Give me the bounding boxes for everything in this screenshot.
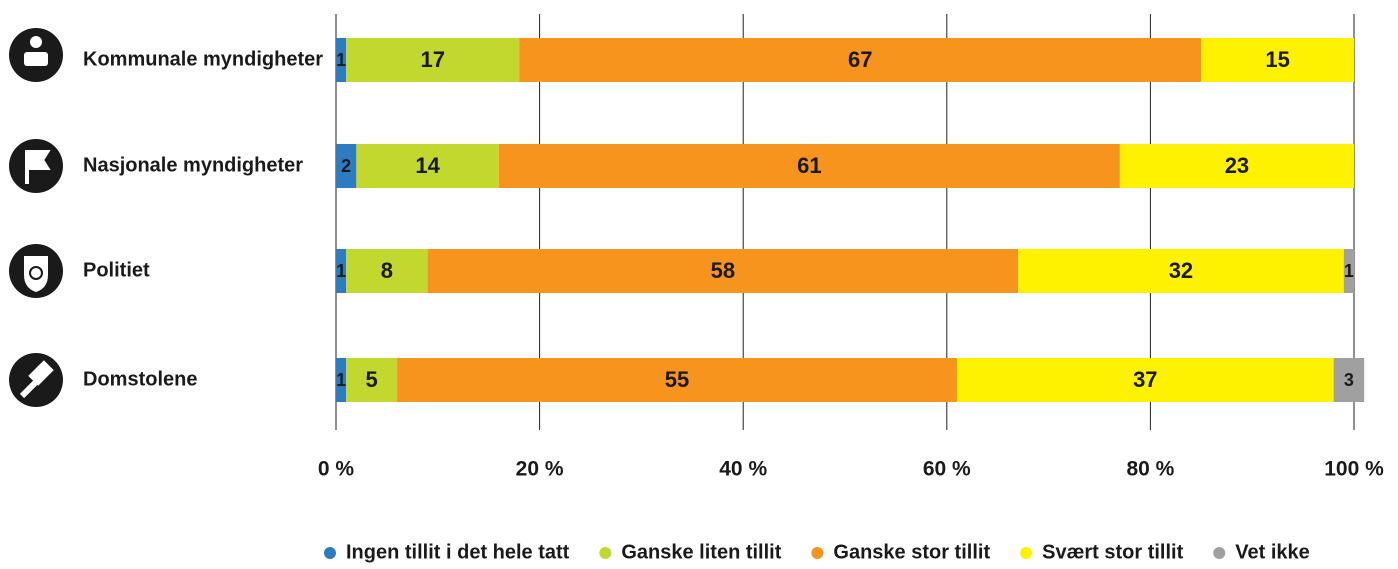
legend-marker (1020, 547, 1033, 559)
legend-marker (324, 547, 336, 559)
legend-label: Ganske stor tillit (833, 541, 990, 563)
bar-segment (427, 249, 1019, 293)
bar-segment (956, 358, 1334, 402)
category-label: Kommunale myndigheter (83, 48, 323, 70)
x-tick-label: 20 % (516, 458, 564, 481)
category-label: Domstolene (83, 368, 197, 390)
value-label: 1 (1344, 261, 1354, 281)
bar-segment (1343, 249, 1354, 293)
bar-segment (336, 249, 347, 293)
bar-segment (336, 38, 347, 82)
value-label: 14 (415, 153, 440, 178)
bar-segment (346, 358, 398, 402)
icon (28, 360, 54, 386)
value-label: 3 (1344, 370, 1354, 390)
category-label: Nasjonale myndigheter (83, 154, 303, 176)
bar-segment (1201, 38, 1354, 82)
value-label: 37 (1133, 367, 1157, 392)
legend-label: Vet ikke (1235, 541, 1310, 563)
x-tick-label: 100 % (1324, 458, 1384, 481)
icon (30, 36, 42, 48)
bar-segment (519, 38, 1202, 82)
value-label: 1 (336, 370, 346, 390)
x-tick-label: 60 % (923, 458, 971, 481)
value-label: 58 (711, 258, 735, 283)
value-label: 1 (336, 261, 346, 281)
value-label: 8 (381, 258, 393, 283)
legend-label: Ganske liten tillit (621, 541, 781, 563)
bar-segment (336, 358, 347, 402)
value-label: 55 (665, 367, 689, 392)
x-tick-label: 80 % (1126, 458, 1174, 481)
bar-segment (346, 38, 520, 82)
bar-segment (397, 358, 957, 402)
bar-segment (1333, 358, 1365, 402)
bar-segment (1018, 249, 1344, 293)
bar-segment (356, 144, 499, 188)
value-label: 17 (420, 47, 444, 72)
legend-marker (811, 547, 824, 559)
bar-segment (346, 249, 428, 293)
value-label: 32 (1169, 258, 1193, 283)
category-label: Politiet (83, 259, 150, 281)
x-tick-label: 40 % (719, 458, 767, 481)
value-label: 61 (797, 153, 821, 178)
value-label: 15 (1265, 47, 1289, 72)
value-label: 5 (366, 367, 378, 392)
icon (25, 150, 51, 184)
value-label: 2 (341, 156, 351, 176)
value-label: 1 (336, 50, 346, 70)
icon (24, 256, 48, 292)
icon (24, 52, 48, 66)
legend-marker (1213, 547, 1226, 559)
legend-label: Svært stor tillit (1042, 541, 1183, 563)
bar-segment (498, 144, 1120, 188)
icons (9, 28, 63, 407)
legend-label: Ingen tillit i det hele tatt (346, 541, 570, 563)
value-label: 67 (848, 47, 872, 72)
legend-marker (599, 547, 612, 559)
icon (29, 266, 43, 280)
value-label: 23 (1225, 153, 1249, 178)
bar-segment (1119, 144, 1354, 188)
icon (19, 379, 39, 399)
bar-segment (336, 144, 357, 188)
x-tick-label: 0 % (318, 458, 355, 481)
